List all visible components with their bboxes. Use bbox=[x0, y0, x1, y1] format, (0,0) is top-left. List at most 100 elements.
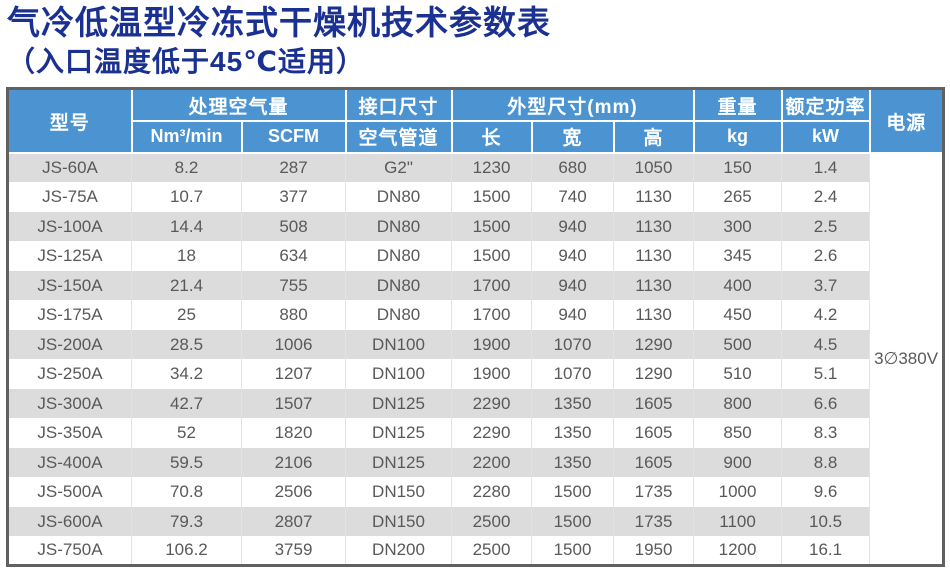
cell-weight-kg: 1200 bbox=[693, 536, 783, 566]
table-row: JS-60A 8.2 287 G2" 1230 680 1050 150 1.4 3∅380V bbox=[7, 152, 945, 566]
cell-air-pipe: DN80 bbox=[345, 300, 453, 330]
cell-nm3-min: 10.7 bbox=[131, 182, 242, 212]
col-header-dimensions: 外型尺寸(mm) bbox=[450, 87, 695, 122]
cell-model: JS-100A bbox=[7, 211, 132, 242]
cell-model: JS-750A bbox=[7, 536, 132, 566]
cell-air-pipe: DN80 bbox=[345, 270, 453, 301]
cell-length: 1230 bbox=[451, 152, 533, 183]
cell-height: 1950 bbox=[613, 536, 695, 566]
cell-width: 740 bbox=[531, 182, 615, 212]
cell-model: JS-200A bbox=[7, 329, 132, 360]
cell-width: 1350 bbox=[531, 418, 615, 448]
col-header-kg: kg bbox=[692, 119, 783, 154]
cell-scfm: 1207 bbox=[240, 359, 347, 389]
cell-power-kw: 4.2 bbox=[781, 300, 871, 330]
cell-width: 940 bbox=[531, 241, 615, 271]
table-row: JS-150A 21.4 755 DN80 1700 940 1130 400 3.7 bbox=[7, 270, 944, 301]
cell-height: 1130 bbox=[613, 300, 695, 330]
cell-scfm: 3759 bbox=[240, 536, 347, 566]
cell-length: 2500 bbox=[451, 506, 533, 537]
cell-air-pipe: DN125 bbox=[345, 447, 453, 478]
cell-height: 1130 bbox=[613, 241, 695, 271]
col-header-width: 宽 bbox=[530, 119, 615, 154]
cell-power-kw: 2.4 bbox=[781, 182, 871, 212]
cell-nm3-min: 18 bbox=[131, 241, 242, 271]
cell-width: 940 bbox=[531, 300, 615, 330]
cell-width: 940 bbox=[531, 270, 615, 301]
cell-power-kw: 1.4 bbox=[781, 152, 871, 183]
cell-width: 1070 bbox=[531, 359, 615, 389]
cell-nm3-min: 8.2 bbox=[131, 152, 242, 183]
cell-nm3-min: 106.2 bbox=[131, 536, 242, 566]
cell-model: JS-250A bbox=[7, 359, 132, 389]
cell-model: JS-60A bbox=[7, 152, 132, 183]
cell-weight-kg: 510 bbox=[693, 359, 783, 389]
table-row: JS-200A 28.5 1006 DN100 1900 1070 1290 500 4.5 bbox=[7, 329, 944, 360]
cell-weight-kg: 500 bbox=[693, 329, 783, 360]
cell-width: 940 bbox=[531, 211, 615, 242]
cell-width: 1500 bbox=[531, 536, 615, 566]
cell-scfm: 2807 bbox=[240, 506, 347, 537]
col-header-nm3min: Nm³/min bbox=[130, 119, 243, 154]
cell-nm3-min: 14.4 bbox=[131, 211, 242, 242]
page-subtitle: （入口温度低于45℃适用） bbox=[7, 46, 366, 78]
cell-length: 1500 bbox=[451, 211, 533, 242]
cell-nm3-min: 25 bbox=[131, 300, 242, 330]
title-block: 气冷低温型冷冻式干燥机技术参数表 （入口温度低于45℃适用） bbox=[0, 0, 950, 78]
col-header-kw: kW bbox=[780, 119, 871, 154]
cell-height: 1290 bbox=[613, 359, 695, 389]
cell-scfm: 1507 bbox=[240, 388, 347, 419]
technical-parameters-table: 型号 处理空气量 接口尺寸 外型尺寸(mm) 重量 额定功率 电源 Nm³/mi… bbox=[6, 87, 946, 568]
cell-power-kw: 2.5 bbox=[781, 211, 871, 242]
cell-model: JS-125A bbox=[7, 241, 132, 271]
cell-model: JS-500A bbox=[7, 477, 132, 507]
cell-nm3-min: 52 bbox=[131, 418, 242, 448]
cell-scfm: 755 bbox=[240, 270, 347, 301]
cell-air-pipe: DN80 bbox=[345, 211, 453, 242]
cell-power-kw: 3.7 bbox=[781, 270, 871, 301]
cell-model: JS-175A bbox=[7, 300, 132, 330]
table-row: JS-300A 42.7 1507 DN125 2290 1350 1605 800 6.6 bbox=[7, 388, 944, 419]
cell-width: 1070 bbox=[531, 329, 615, 360]
table-body: JS-60A 8.2 287 G2" 1230 680 1050 150 1.4 3∅380V JS… bbox=[7, 152, 945, 566]
cell-power-kw: 2.6 bbox=[781, 241, 871, 271]
cell-scfm: 2506 bbox=[240, 477, 347, 507]
header-row-2: Nm³/min SCFM 空气管道 长 宽 高 kg kW bbox=[8, 119, 944, 154]
cell-width: 1500 bbox=[531, 506, 615, 537]
cell-air-pipe: DN150 bbox=[345, 506, 453, 537]
cell-height: 1130 bbox=[613, 270, 695, 301]
cell-air-pipe: DN200 bbox=[345, 536, 453, 566]
cell-weight-kg: 345 bbox=[693, 241, 783, 271]
cell-nm3-min: 70.8 bbox=[131, 477, 242, 507]
cell-nm3-min: 21.4 bbox=[131, 270, 242, 301]
table-row: JS-350A 52 1820 DN125 2290 1350 1605 850 8.3 bbox=[7, 418, 944, 448]
cell-nm3-min: 59.5 bbox=[131, 447, 242, 478]
cell-length: 2200 bbox=[451, 447, 533, 478]
cell-height: 1605 bbox=[613, 447, 695, 478]
cell-weight-kg: 800 bbox=[693, 388, 783, 419]
cell-length: 1700 bbox=[451, 270, 533, 301]
cell-power-kw: 16.1 bbox=[781, 536, 871, 566]
cell-nm3-min: 34.2 bbox=[131, 359, 242, 389]
cell-weight-kg: 150 bbox=[693, 152, 783, 183]
table-row: JS-600A 79.3 2807 DN150 2500 1500 1735 1100 10.5 bbox=[7, 506, 944, 537]
cell-model: JS-300A bbox=[7, 388, 132, 419]
cell-power-supply: 3∅380V bbox=[869, 152, 945, 566]
cell-weight-kg: 1000 bbox=[693, 477, 783, 507]
cell-power-kw: 9.6 bbox=[781, 477, 871, 507]
cell-length: 1900 bbox=[451, 329, 533, 360]
cell-nm3-min: 28.5 bbox=[131, 329, 242, 360]
col-header-scfm: SCFM bbox=[240, 119, 347, 154]
cell-weight-kg: 400 bbox=[693, 270, 783, 301]
cell-height: 1290 bbox=[613, 329, 695, 360]
col-header-rated-power: 额定功率 bbox=[780, 87, 871, 122]
col-header-air-pipe: 空气管道 bbox=[344, 119, 453, 154]
cell-length: 2290 bbox=[451, 418, 533, 448]
cell-nm3-min: 42.7 bbox=[131, 388, 242, 419]
cell-air-pipe: DN100 bbox=[345, 359, 453, 389]
cell-power-kw: 6.6 bbox=[781, 388, 871, 419]
cell-power-kw: 5.1 bbox=[781, 359, 871, 389]
cell-width: 1350 bbox=[531, 388, 615, 419]
cell-power-kw: 10.5 bbox=[781, 506, 871, 537]
